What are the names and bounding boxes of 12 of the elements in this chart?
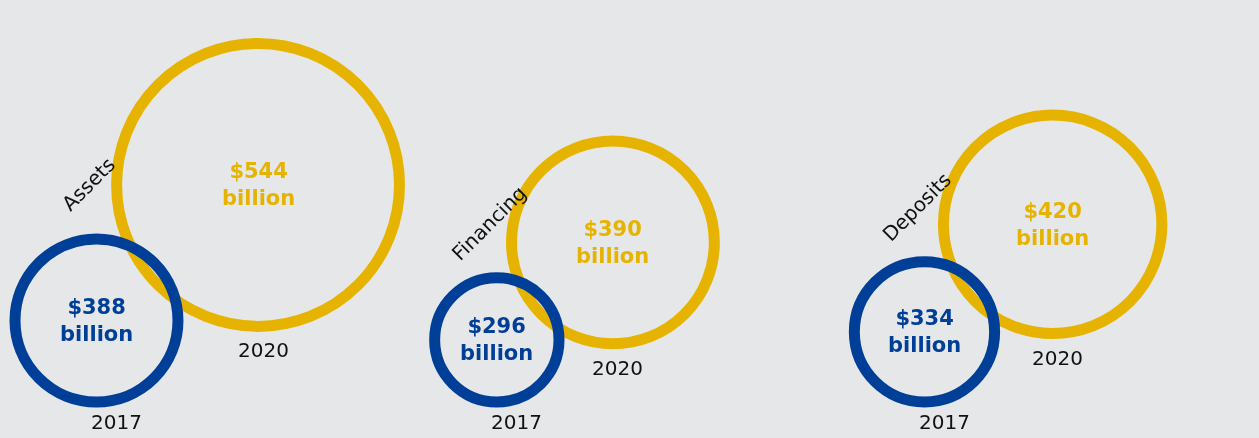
category-label: 2020 [238, 338, 289, 362]
category-label: 2020 [592, 356, 643, 380]
data-label: $388 billion [60, 295, 134, 347]
category-label: 2020 [1032, 346, 1083, 370]
data-label: $334 billion [888, 306, 962, 358]
category-label: 2017 [491, 410, 542, 434]
data-label: $296 billion [460, 314, 534, 366]
category-label: 2017 [919, 410, 970, 434]
data-label: $544 billion [222, 159, 296, 211]
data-label: $420 billion [1016, 199, 1090, 251]
category-label: 2017 [91, 410, 142, 434]
data-label: $390 billion [576, 217, 650, 269]
